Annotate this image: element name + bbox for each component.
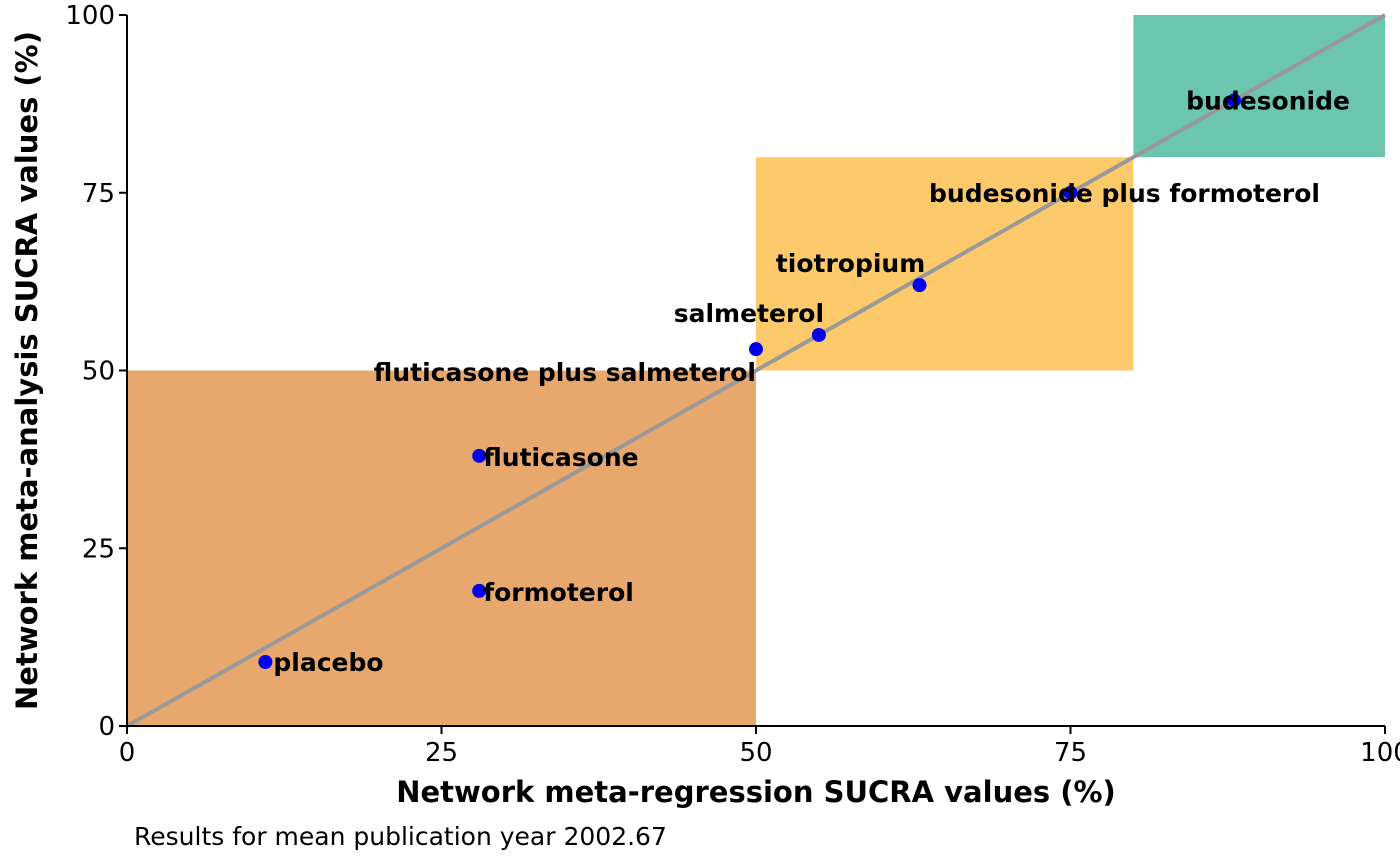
point-label: tiotropium (776, 249, 925, 278)
axes (119, 14, 1386, 734)
data-point (912, 278, 927, 293)
chart-caption: Results for mean publication year 2002.6… (134, 822, 667, 851)
point-label: placebo (273, 648, 383, 677)
data-point (258, 655, 273, 670)
x-tick-label: 25 (425, 738, 458, 768)
y-axis-title: Network meta-analysis SUCRA values (%) (10, 31, 44, 710)
data-point (811, 327, 826, 342)
y-tick-label: 50 (82, 357, 115, 387)
point-label: budesonide (1186, 86, 1350, 115)
point-label: fluticasone (483, 443, 638, 472)
data-points (258, 93, 1242, 670)
point-label: formoterol (483, 578, 634, 607)
y-tick-label: 75 (82, 179, 115, 209)
data-point (1227, 93, 1242, 108)
y-tick-label: 0 (98, 712, 115, 742)
point-label: budesonide plus formoterol (929, 179, 1320, 208)
point-label: salmeterol (674, 299, 824, 328)
x-axis-title: Network meta-regression SUCRA values (%) (396, 775, 1116, 809)
point-label: fluticasone plus salmeterol (374, 358, 756, 387)
x-tick-label: 0 (119, 738, 136, 768)
y-tick-label: 25 (82, 534, 115, 564)
x-tick-label: 75 (1054, 738, 1087, 768)
data-point (1063, 185, 1078, 200)
data-point (749, 342, 763, 357)
point-labels: placebo formoterol fluticasone fluticasone … (273, 86, 1350, 677)
x-tick-label: 100 (1360, 738, 1400, 768)
y-tick-label: 100 (65, 1, 115, 31)
data-point (472, 448, 487, 463)
identity-line (126, 13, 1386, 728)
tick-labels: 0 25 50 75 100 0 25 50 75 100 (65, 1, 1400, 768)
data-point (472, 583, 487, 598)
x-tick-label: 50 (739, 738, 772, 768)
